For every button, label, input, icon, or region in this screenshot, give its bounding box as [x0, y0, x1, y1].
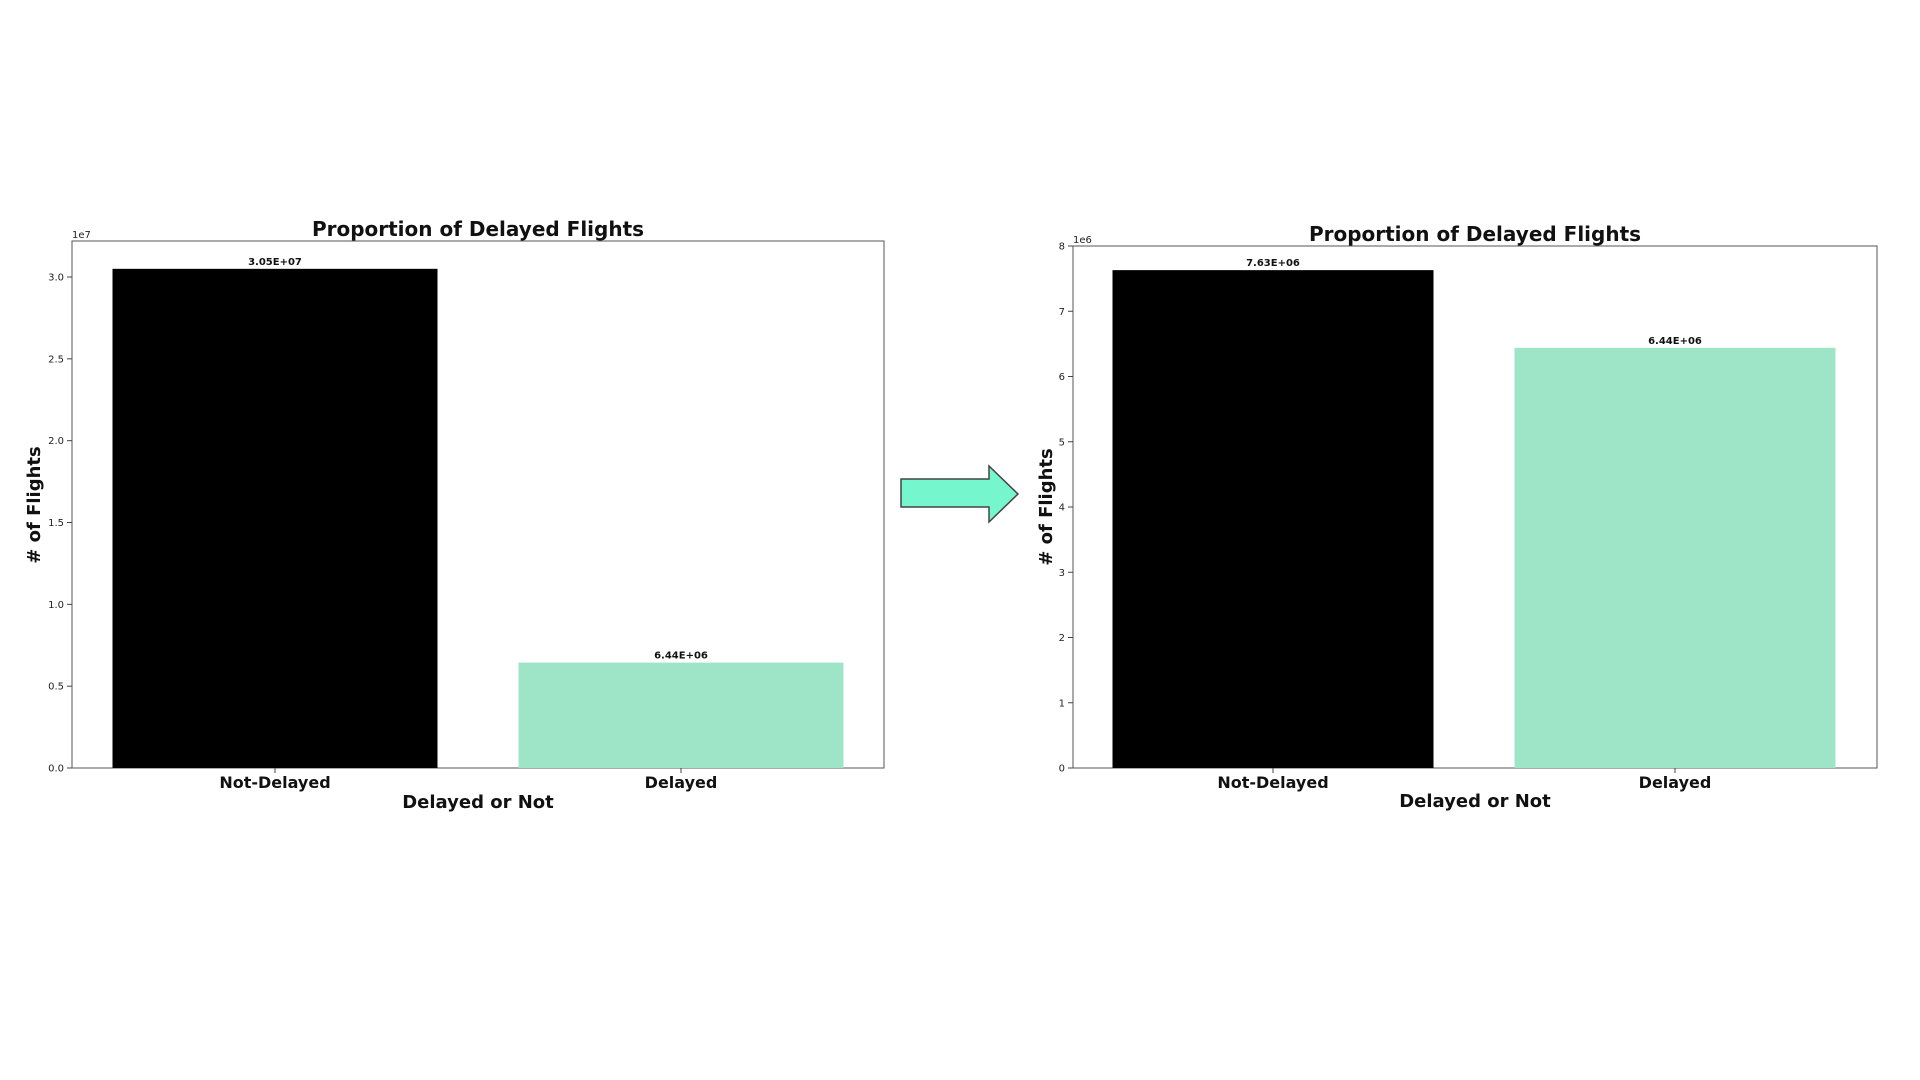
y-tick-label: 6 — [1059, 372, 1065, 383]
y-ticks: 0 1 2 3 4 5 6 7 8 — [1059, 242, 1073, 775]
x-tick-label: Not-Delayed — [1217, 773, 1328, 792]
y-tick-label: 5 — [1059, 437, 1065, 448]
x-tick-label: Not-Delayed — [219, 773, 330, 792]
y-tick-label: 3.0 — [48, 273, 64, 284]
bar-value-label: 6.44E+06 — [654, 651, 708, 662]
bar-value-label: 6.44E+06 — [1648, 336, 1702, 347]
y-tick-label: 0.5 — [48, 682, 64, 693]
y-tick-label: 2.0 — [48, 436, 64, 447]
y-ticks: 0.0 0.5 1.0 1.5 2.0 2.5 3.0 — [48, 273, 72, 775]
x-axis-label: Delayed or Not — [402, 792, 554, 813]
y-tick-label: 2.5 — [48, 354, 64, 365]
y-offset-label: 1e6 — [1073, 235, 1092, 246]
bar-value-label: 3.05E+07 — [248, 257, 302, 268]
y-tick-label: 2 — [1059, 633, 1065, 644]
y-tick-label: 8 — [1059, 242, 1065, 253]
y-tick-label: 4 — [1059, 503, 1065, 514]
y-offset-label: 1e7 — [72, 230, 91, 241]
y-tick-label: 0.0 — [48, 764, 64, 775]
right-arrow-icon — [900, 464, 1020, 524]
y-tick-label: 1.5 — [48, 518, 64, 529]
bar-value-label: 7.63E+06 — [1246, 258, 1300, 269]
bars: Not-Delayed 7.63E+06 Delayed 6.44E+06 — [1112, 258, 1836, 792]
chart-after: Proportion of Delayed Flights 1e6 # of F… — [1036, 222, 1878, 812]
plot-frame — [71, 240, 885, 769]
x-tick-label: Delayed — [645, 773, 718, 792]
y-tick-label: 0 — [1059, 764, 1065, 775]
chart-title: Proportion of Delayed Flights — [312, 217, 644, 241]
y-tick-label: 3 — [1059, 568, 1065, 579]
chart-before: Proportion of Delayed Flights 1e7 # of F… — [24, 217, 885, 813]
y-axis-label: # of Flights — [1036, 448, 1057, 565]
bars: Not-Delayed 3.05E+07 Delayed 6.44E+06 — [112, 257, 844, 792]
y-tick-label: 1.0 — [48, 600, 64, 611]
x-tick-label: Delayed — [1639, 773, 1712, 792]
chart-title: Proportion of Delayed Flights — [1309, 222, 1641, 246]
y-tick-label: 1 — [1059, 698, 1065, 709]
bar-not-delayed — [112, 268, 438, 768]
x-axis-label: Delayed or Not — [1399, 791, 1551, 812]
bar-delayed — [518, 662, 844, 768]
y-axis-label: # of Flights — [24, 446, 45, 563]
y-tick-label: 7 — [1059, 307, 1065, 318]
bar-not-delayed — [1112, 270, 1434, 768]
bar-delayed — [1514, 347, 1836, 768]
